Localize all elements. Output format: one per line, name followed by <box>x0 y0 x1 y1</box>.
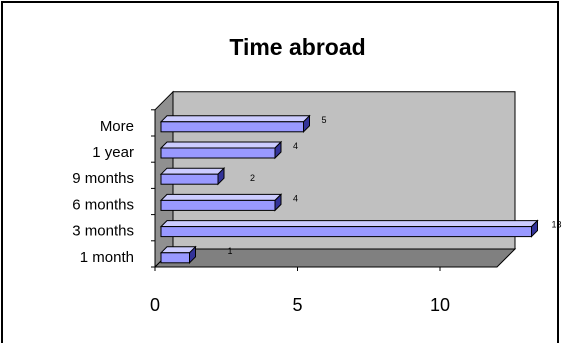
bar <box>159 114 311 134</box>
category-label: 1 year <box>92 144 134 161</box>
data-label: 4 <box>293 141 298 151</box>
bar <box>159 140 283 160</box>
bar-front-face <box>160 252 190 264</box>
bar-front-face <box>160 226 532 238</box>
x-tick-label: 5 <box>292 295 302 315</box>
plot-floor <box>153 248 517 268</box>
category-label: 3 months <box>72 223 134 240</box>
labels-group: 5 More 4 1 year 2 9 months 4 6 months 13 3 months… <box>72 115 561 315</box>
bar-front-face <box>160 199 276 211</box>
category-label: 1 month <box>80 249 134 266</box>
data-label: 4 <box>293 193 298 203</box>
bar-front-face <box>160 147 276 159</box>
data-label: 1 <box>228 246 233 256</box>
bar-top-face <box>159 220 539 228</box>
x-tick-label: 10 <box>430 295 450 315</box>
data-label: 5 <box>322 115 327 125</box>
x-tick-label: 0 <box>150 295 160 315</box>
bar-front-face <box>160 121 304 133</box>
bar <box>159 166 226 186</box>
chart-title: Time abroad <box>229 34 366 60</box>
bar-top-face <box>159 167 226 175</box>
bar-front-face <box>160 173 219 185</box>
bar <box>159 193 283 212</box>
category-label: 9 months <box>72 170 134 187</box>
bars-group <box>159 114 539 265</box>
bar-top-face <box>159 115 311 123</box>
category-label: More <box>100 118 134 135</box>
bar <box>159 245 197 265</box>
bar-top-face <box>159 193 283 201</box>
bar <box>159 219 539 238</box>
data-label: 2 <box>250 173 255 183</box>
data-label: 13 <box>552 220 562 230</box>
bar-top-face <box>159 141 283 149</box>
category-label: 6 months <box>72 196 134 213</box>
axes-group <box>151 109 497 271</box>
